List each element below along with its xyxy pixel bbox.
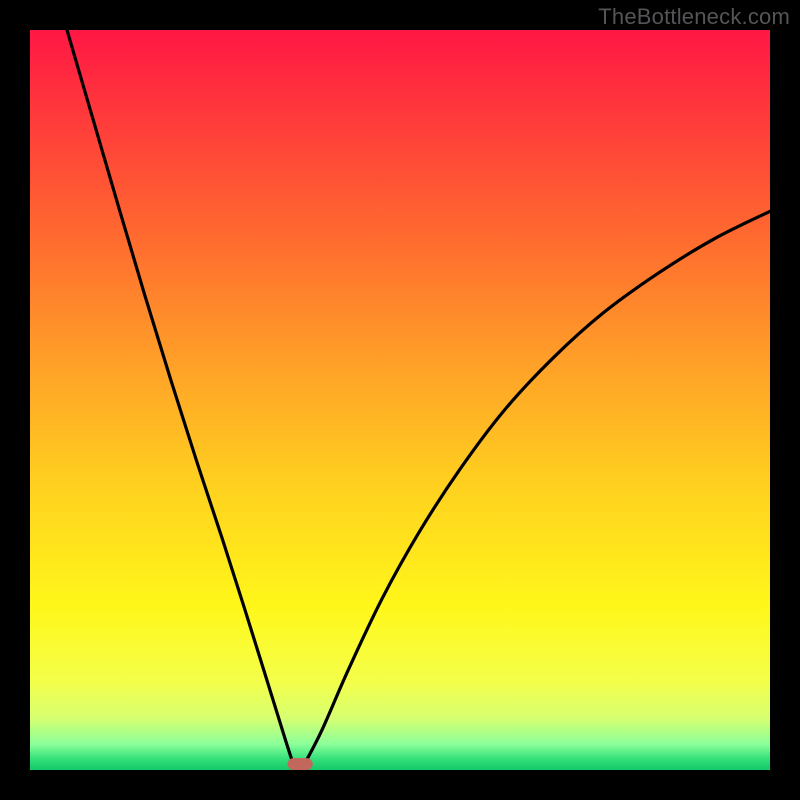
bottleneck-chart-svg <box>0 0 800 800</box>
plot-background <box>30 30 770 770</box>
optimal-marker <box>288 758 313 770</box>
chart-stage: TheBottleneck.com <box>0 0 800 800</box>
watermark-text: TheBottleneck.com <box>598 4 790 30</box>
